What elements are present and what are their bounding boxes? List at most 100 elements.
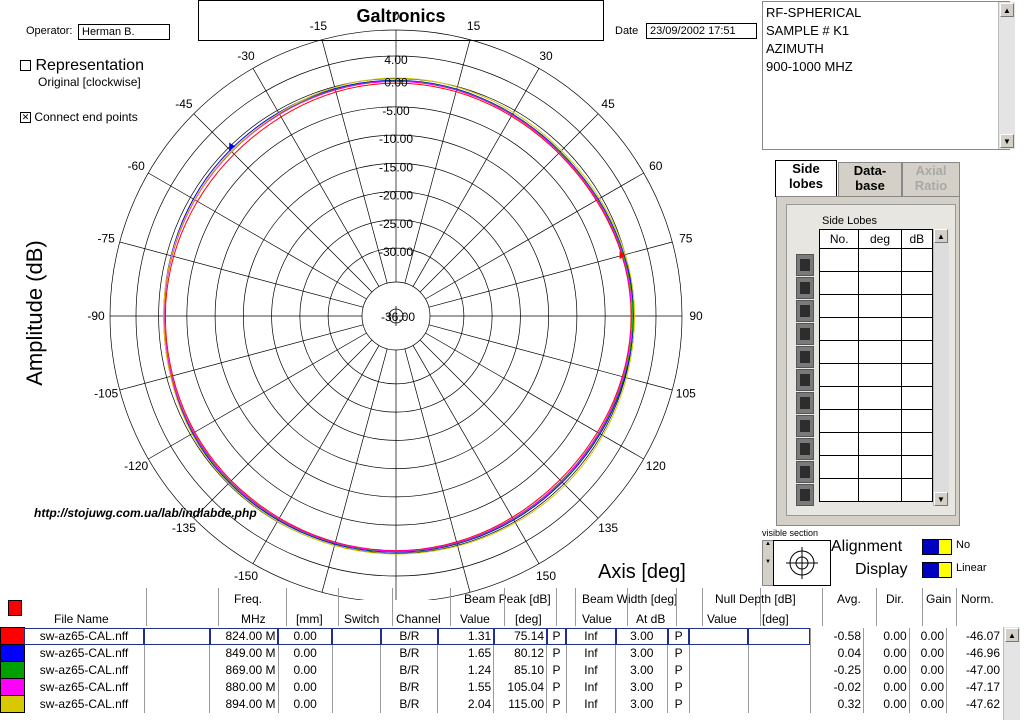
column-separator (702, 588, 703, 626)
row-select-button[interactable] (796, 300, 814, 322)
side-lobe-cell[interactable] (818, 248, 860, 272)
side-lobe-cell[interactable] (900, 340, 934, 364)
side-lobe-cell[interactable] (900, 386, 934, 410)
side-lobe-row[interactable] (818, 455, 934, 479)
table-row[interactable]: sw-az65-CAL.nff 880.00 M 0.00 B/R 1.55 105.04… (0, 678, 1002, 696)
side-lobe-cell[interactable] (818, 478, 860, 502)
side-lobe-row[interactable] (818, 478, 934, 502)
table-row[interactable]: sw-az65-CAL.nff 869.00 M 0.00 B/R 1.24 85.10 P… (0, 661, 1002, 679)
side-lobe-cell[interactable] (858, 294, 902, 318)
side-lobe-cell[interactable] (858, 363, 902, 387)
column-separator (956, 588, 957, 626)
row-select-button[interactable] (796, 461, 814, 483)
table-row[interactable]: sw-az65-CAL.nff 849.00 M 0.00 B/R 1.65 80.12 P… (0, 644, 1002, 662)
square-icon (800, 420, 810, 432)
side-lobe-cell[interactable] (858, 432, 902, 456)
tab-database[interactable]: Data-base (838, 162, 902, 197)
scroll-down-icon[interactable]: ▼ (1000, 134, 1014, 148)
side-lobe-cell[interactable] (900, 271, 934, 295)
hdr-switch: Switch (344, 612, 380, 626)
side-lobes-title: Side Lobes (822, 215, 878, 227)
results-scrollbar[interactable]: ▲ (1003, 627, 1020, 720)
angle-tick-label: -60 (128, 159, 146, 173)
side-lobe-row[interactable] (818, 317, 934, 341)
row-select-button[interactable] (796, 323, 814, 345)
row-select-button[interactable] (796, 346, 814, 368)
side-lobe-cell[interactable] (858, 317, 902, 341)
side-lobe-row[interactable] (818, 363, 934, 387)
date-field[interactable]: 23/09/2002 17:51 (646, 23, 757, 39)
side-lobe-cell[interactable] (900, 455, 934, 479)
row-select-button[interactable] (796, 277, 814, 299)
table-row[interactable]: sw-az65-CAL.nff 824.00 M 0.00 B/R 1.31 75.14 P… (0, 627, 1002, 645)
operator-field[interactable]: Herman B. (78, 24, 170, 40)
color-swatch[interactable] (0, 627, 25, 645)
col-db: dB (900, 229, 934, 249)
side-lobe-cell[interactable] (818, 432, 860, 456)
table-row[interactable]: sw-az65-CAL.nff 894.00 M 0.00 B/R 2.04 115.00… (0, 695, 1002, 713)
side-lobe-cell[interactable] (818, 317, 860, 341)
side-lobe-cell[interactable] (858, 340, 902, 364)
side-lobe-row[interactable] (818, 340, 934, 364)
side-lobe-row[interactable] (818, 248, 934, 272)
side-lobe-row[interactable] (818, 386, 934, 410)
side-lobe-cell[interactable] (900, 294, 934, 318)
side-lobe-cell[interactable] (818, 294, 860, 318)
color-swatch[interactable] (0, 678, 25, 696)
tab-side-lobes[interactable]: Side lobes (775, 160, 837, 197)
row-select-button[interactable] (796, 438, 814, 460)
row-select-button[interactable] (796, 369, 814, 391)
side-lobe-cell[interactable] (818, 455, 860, 479)
connect-label: Connect end points (34, 110, 138, 124)
side-lobe-cell[interactable] (900, 409, 934, 433)
alignment-label: Alignment (831, 538, 903, 555)
cell-channel: B/R (380, 695, 438, 713)
side-lobe-row[interactable] (818, 432, 934, 456)
side-lobe-cell[interactable] (858, 455, 902, 479)
color-swatch[interactable] (0, 695, 25, 713)
side-lobe-cell[interactable] (900, 363, 934, 387)
side-lobe-cell[interactable] (818, 386, 860, 410)
color-swatch[interactable] (0, 661, 25, 679)
scroll-up-icon[interactable]: ▲ (1005, 628, 1019, 642)
side-lobe-cell[interactable] (858, 409, 902, 433)
side-lobe-cell[interactable] (900, 248, 934, 272)
side-lobe-cell[interactable] (818, 340, 860, 364)
row-select-button[interactable] (796, 392, 814, 414)
notes-textarea[interactable]: RF-SPHERICAL SAMPLE # K1 AZIMUTH 900-100… (762, 1, 1010, 150)
side-lobe-row[interactable] (818, 294, 934, 318)
scroll-up-icon[interactable]: ▲ (1000, 3, 1014, 17)
cell-avg: -0.25 (809, 661, 864, 679)
row-select-button[interactable] (796, 254, 814, 276)
side-lobe-cell[interactable] (858, 248, 902, 272)
side-lobe-cell[interactable] (900, 432, 934, 456)
side-lobes-scrollbar[interactable]: ▲ ▼ (933, 229, 949, 506)
side-lobe-cell[interactable] (900, 478, 934, 502)
representation-option[interactable]: Representation (20, 57, 144, 75)
target-button[interactable] (773, 540, 831, 586)
column-separator (392, 588, 393, 626)
legend-swatch[interactable] (8, 600, 22, 616)
checkbox-icon[interactable] (20, 60, 31, 72)
side-lobe-cell[interactable] (858, 478, 902, 502)
row-select-button[interactable] (796, 484, 814, 506)
scroll-up-icon[interactable]: ▲ (934, 229, 948, 243)
cell-bw-p: P (667, 644, 690, 662)
side-lobe-cell[interactable] (858, 386, 902, 410)
side-lobe-cell[interactable] (818, 271, 860, 295)
side-lobe-cell[interactable] (900, 317, 934, 341)
scroll-down-icon[interactable]: ▼ (934, 492, 948, 506)
side-lobe-row[interactable] (818, 409, 934, 433)
side-lobe-cell[interactable] (858, 271, 902, 295)
notes-scrollbar[interactable]: ▲ ▼ (998, 2, 1015, 149)
results-table: sw-az65-CAL.nff 824.00 M 0.00 B/R 1.31 75.14 P… (0, 627, 1002, 713)
display-toggle[interactable] (922, 562, 952, 578)
alignment-toggle[interactable] (922, 539, 952, 555)
connect-option[interactable]: ✕ Connect end points (20, 110, 138, 124)
side-lobe-row[interactable] (818, 271, 934, 295)
row-select-button[interactable] (796, 415, 814, 437)
checked-checkbox-icon[interactable]: ✕ (20, 112, 31, 124)
side-lobe-cell[interactable] (818, 409, 860, 433)
side-lobe-cell[interactable] (818, 363, 860, 387)
color-swatch[interactable] (0, 644, 25, 662)
